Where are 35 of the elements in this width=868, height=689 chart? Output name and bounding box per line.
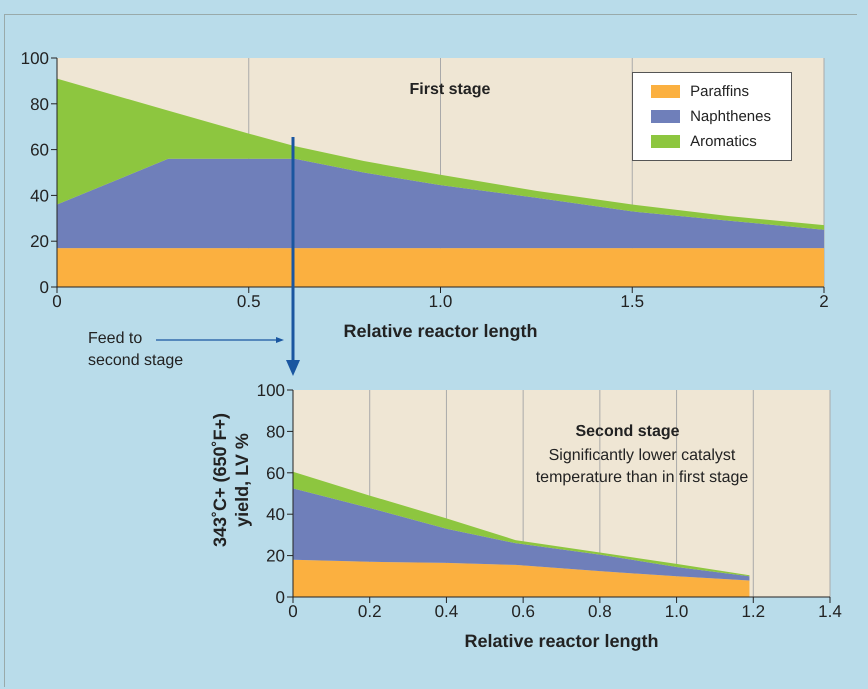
x-tick-label: 0.5	[236, 292, 261, 312]
x-tick-label: 0	[52, 292, 62, 312]
y-tick-label: 60	[266, 464, 285, 483]
y-tick-label: 60	[30, 140, 49, 160]
annotation: Significantly lower catalyst temperature than in first stage	[536, 447, 748, 486]
x-tick-label: 1.5	[620, 292, 644, 312]
y-tick-label: 40	[30, 186, 49, 206]
legend-label: Paraffins	[690, 82, 750, 102]
annotation: First stage	[410, 81, 490, 98]
x-tick-label: 1.0	[664, 602, 688, 622]
y-tick-label: 0	[276, 588, 285, 608]
x-axis-title: Relative reactor length	[464, 631, 659, 651]
x-tick-label: 0.2	[358, 602, 382, 622]
y-tick-label: 80	[30, 94, 49, 114]
x-tick-label: 0	[288, 602, 298, 622]
x-tick-label: 2	[819, 292, 829, 312]
x-tick-label: 1.0	[428, 292, 452, 312]
y-tick-label: 40	[266, 505, 285, 524]
text: Feed to second stage	[88, 330, 184, 369]
y-axis-title: 343˚C+ (650˚F+) yield, LV %	[210, 412, 252, 548]
x-tick-label: 1.2	[741, 602, 766, 622]
x-tick-label: 0.6	[511, 602, 535, 622]
annotation: Second stage	[575, 423, 680, 440]
legend-label: Aromatics	[690, 132, 757, 152]
x-tick-label: 0.4	[434, 602, 458, 622]
x-tick-label: 0.8	[588, 602, 612, 622]
y-tick-label: 100	[20, 49, 49, 68]
y-tick-label: 100	[256, 381, 285, 400]
y-tick-label: 20	[30, 232, 49, 252]
legend-label: Naphthenes	[690, 107, 771, 127]
x-tick-label: 1.4	[818, 602, 842, 622]
y-tick-label: 80	[266, 422, 285, 442]
y-tick-label: 0	[40, 278, 49, 298]
x-axis-title: Relative reactor length	[343, 321, 538, 341]
y-tick-label: 20	[266, 546, 285, 566]
